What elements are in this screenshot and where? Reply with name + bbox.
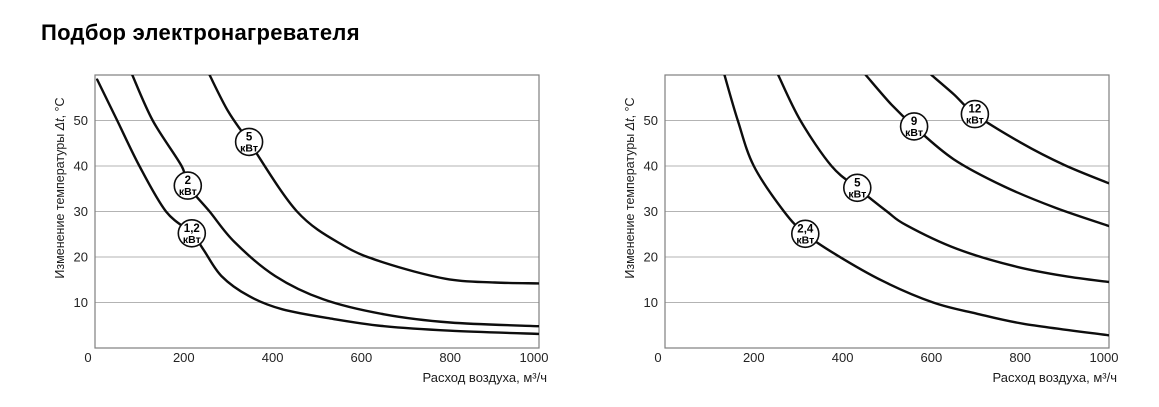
power-curve-9kw — [864, 75, 1109, 228]
x-tick-label-1000: 1000 — [520, 350, 549, 365]
curve-label-value: 2,4 — [797, 223, 814, 235]
power-curve-2_4kw — [723, 75, 1109, 337]
y-tick-label-50: 50 — [644, 113, 658, 128]
power-curve-5kw — [208, 75, 539, 285]
y-tick-label-40: 40 — [74, 159, 88, 174]
heater-chart-left-svg: 10 20 30 40 50 0 200 400 600 800 1000 Расход воздух… — [53, 74, 549, 385]
curves-group — [723, 75, 1109, 337]
heater-chart-right-svg: 10 20 30 40 50 0 200 400 600 800 1000 Расход воздух… — [623, 74, 1119, 385]
y-tick-label-10: 10 — [644, 295, 658, 310]
curve-label-circle — [791, 219, 820, 249]
x-tick-label-800: 800 — [1009, 350, 1031, 365]
curve-label-value: 5 — [854, 177, 861, 189]
power-curve-5kw — [777, 75, 1109, 284]
curve-label-unit: кВт — [848, 188, 866, 200]
x-tick-label-200: 200 — [743, 350, 765, 365]
power-curve-1_2kw — [96, 78, 539, 336]
curve-label-circle — [899, 112, 929, 141]
x-tick-label-200: 200 — [173, 350, 195, 365]
curve-label-value: 1,2 — [184, 223, 200, 235]
x-tick-label-1000: 1000 — [1090, 350, 1119, 365]
x-tick-label-400: 400 — [262, 350, 284, 365]
plot-border — [664, 74, 1110, 349]
x-axis-title: Расход воздуха, м³/ч — [422, 370, 547, 385]
curve-label-unit: кВт — [179, 186, 197, 198]
curves-group — [96, 75, 539, 336]
curve-label-circle — [234, 127, 264, 157]
y-axis-title: Изменение температуры Δt, °C — [623, 97, 637, 278]
curve-label-unit: кВт — [966, 115, 984, 127]
curve-label-circle — [842, 173, 872, 203]
curve-label-value: 2 — [185, 175, 191, 187]
curve-label-circle — [173, 171, 203, 200]
x-tick-label-0: 0 — [654, 350, 661, 365]
y-tick-label-30: 30 — [74, 204, 88, 219]
y-tick-label-20: 20 — [74, 250, 88, 265]
page-title: Подбор электронагревателя — [41, 20, 360, 45]
y-tick-label-50: 50 — [74, 113, 88, 128]
x-tick-label-600: 600 — [921, 350, 943, 365]
curve-label-unit: кВт — [796, 234, 814, 246]
curve-label-value: 5 — [246, 131, 253, 143]
x-tick-label-0: 0 — [84, 350, 91, 365]
curve-label-value: 9 — [911, 116, 917, 128]
curve-label-value: 12 — [969, 104, 982, 116]
y-tick-label-30: 30 — [644, 204, 658, 219]
curve-label-unit: кВт — [240, 142, 258, 154]
curve-label-unit: кВт — [183, 234, 201, 246]
y-tick-label-40: 40 — [644, 159, 658, 174]
x-tick-label-400: 400 — [832, 350, 854, 365]
curve-label-circle — [960, 99, 990, 129]
x-tick-label-800: 800 — [439, 350, 461, 365]
curve-label-unit: кВт — [905, 127, 923, 139]
curve-label-circle — [177, 219, 207, 248]
power-curve-2kw — [131, 75, 539, 328]
x-axis-title: Расход воздуха, м³/ч — [992, 370, 1117, 385]
power-curve-12kw — [930, 75, 1109, 185]
y-axis-title: Изменение температуры Δt, °C — [53, 97, 67, 278]
x-tick-label-600: 600 — [351, 350, 373, 365]
heater-chart-left: 10 20 30 40 50 0 200 400 600 800 1000 Расход воздух… — [30, 57, 590, 407]
plot-border — [94, 74, 540, 349]
y-tick-label-10: 10 — [74, 295, 88, 310]
heater-chart-right: 10 20 30 40 50 0 200 400 600 800 1000 Расход воздух… — [600, 57, 1159, 407]
y-tick-label-20: 20 — [644, 250, 658, 265]
